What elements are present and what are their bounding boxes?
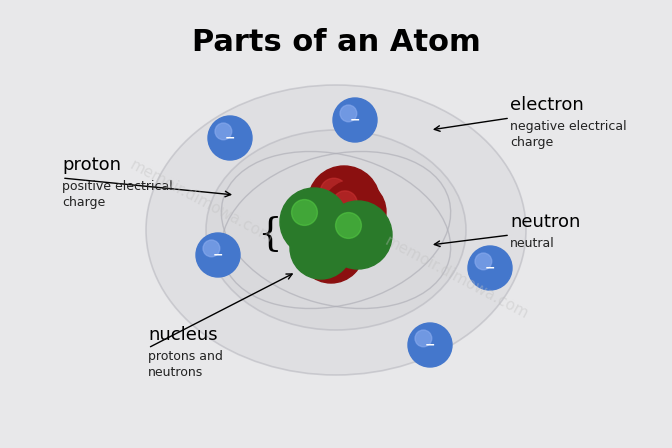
Text: −: −	[349, 113, 360, 126]
Ellipse shape	[146, 85, 526, 375]
Text: neutron: neutron	[510, 213, 581, 231]
Circle shape	[324, 201, 392, 269]
Text: −: −	[425, 339, 435, 352]
Text: memoir.dimowa.com: memoir.dimowa.com	[382, 233, 532, 322]
Circle shape	[292, 199, 317, 225]
Text: proton: proton	[62, 156, 121, 174]
Circle shape	[335, 212, 362, 238]
Text: memoir.dimowa.com: memoir.dimowa.com	[127, 157, 276, 246]
Text: +: +	[339, 195, 349, 208]
Text: negative electrical
charge: negative electrical charge	[510, 120, 626, 149]
Text: −: −	[224, 132, 235, 145]
Circle shape	[322, 180, 386, 244]
Circle shape	[203, 240, 220, 257]
Text: neutral: neutral	[510, 237, 555, 250]
Circle shape	[300, 228, 324, 251]
Text: electron: electron	[510, 96, 584, 114]
Circle shape	[280, 188, 348, 256]
Text: nucleus: nucleus	[148, 326, 218, 344]
Ellipse shape	[206, 130, 466, 330]
Circle shape	[309, 228, 334, 253]
Text: Parts of an Atom: Parts of an Atom	[192, 28, 480, 57]
Circle shape	[415, 330, 431, 347]
Text: −: −	[213, 249, 223, 262]
Text: +: +	[349, 206, 360, 219]
Circle shape	[215, 123, 232, 140]
Text: +: +	[326, 244, 336, 257]
Circle shape	[308, 166, 380, 238]
Circle shape	[196, 233, 240, 277]
Circle shape	[208, 116, 252, 160]
Text: protons and
neutrons: protons and neutrons	[148, 350, 223, 379]
Circle shape	[290, 217, 352, 279]
Circle shape	[321, 178, 347, 206]
Circle shape	[333, 98, 377, 142]
Circle shape	[340, 105, 357, 122]
Text: −: −	[485, 262, 495, 275]
Circle shape	[408, 323, 452, 367]
Circle shape	[333, 191, 358, 215]
Text: positive electrical
charge: positive electrical charge	[62, 180, 173, 209]
Text: {: {	[257, 216, 282, 254]
Circle shape	[468, 246, 512, 290]
Circle shape	[475, 253, 492, 270]
Circle shape	[298, 217, 364, 283]
